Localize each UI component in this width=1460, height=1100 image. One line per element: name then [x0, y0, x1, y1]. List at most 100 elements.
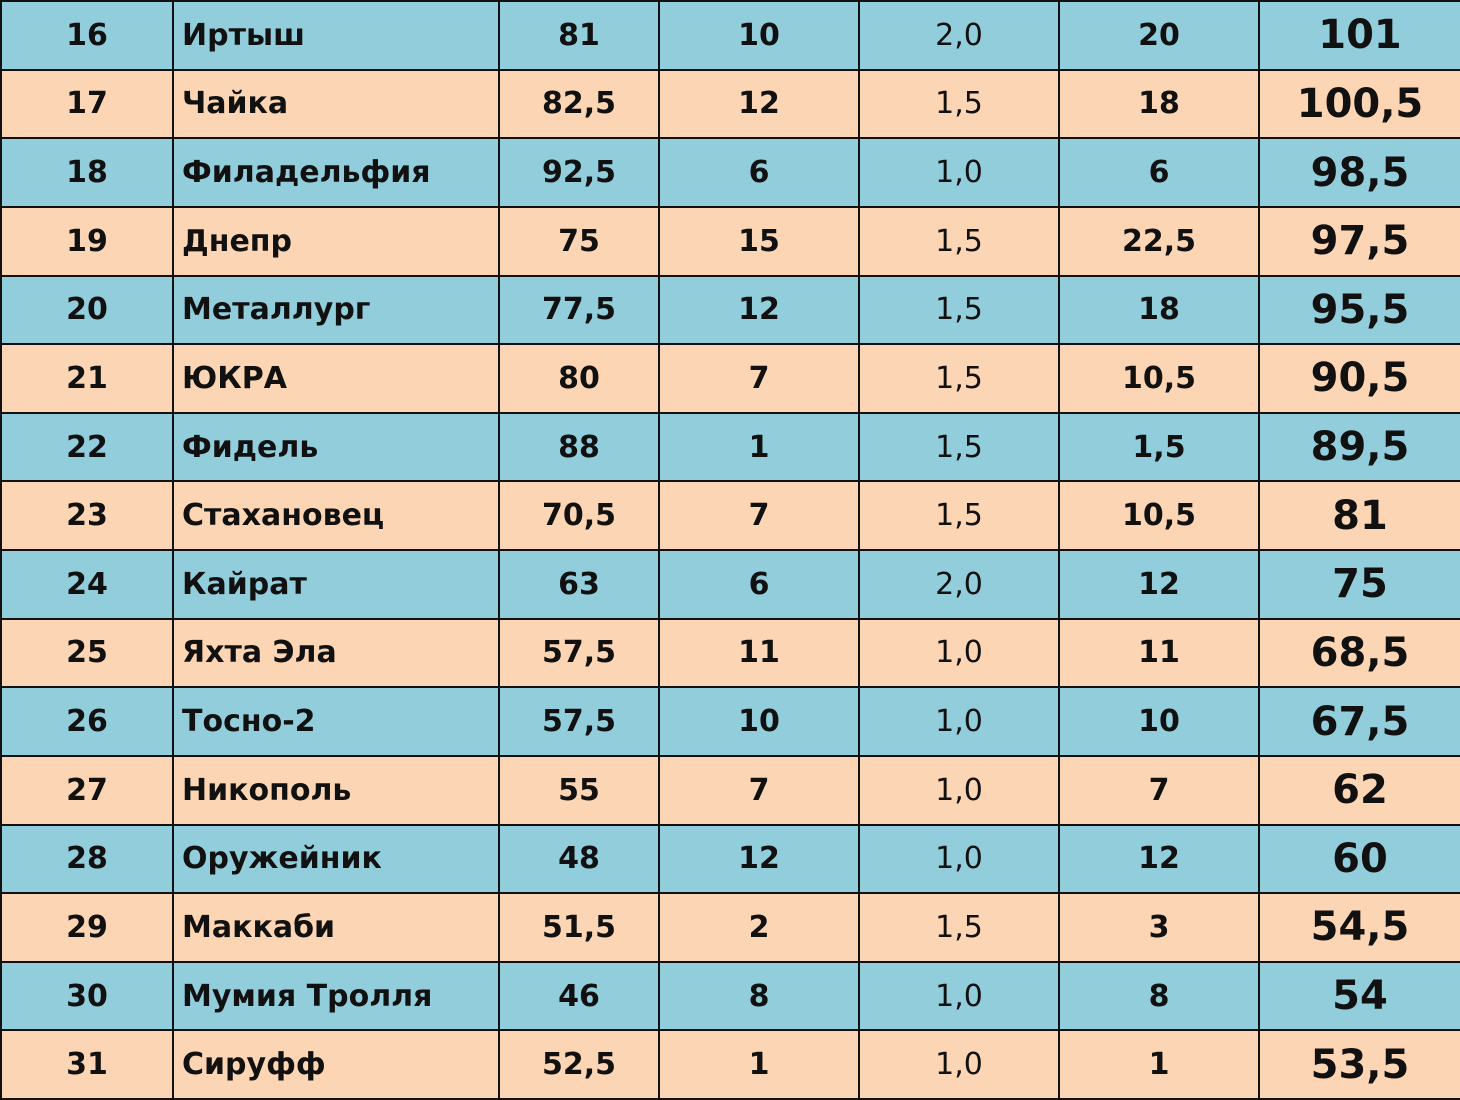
team-name: Днепр — [172, 205, 500, 277]
rank: 18 — [0, 137, 174, 208]
rank: 23 — [0, 480, 174, 551]
rank: 29 — [0, 892, 174, 963]
table-row: 23 Стахановец 70,5 7 1,5 10,5 81 — [0, 480, 1460, 551]
total: 62 — [1258, 754, 1460, 826]
score: 51,5 — [498, 892, 660, 963]
coefficient: 1,0 — [858, 617, 1060, 689]
bonus: 22,5 — [1058, 205, 1260, 277]
rank: 25 — [0, 617, 174, 689]
coefficient: 1,0 — [858, 960, 1060, 1032]
bonus: 11 — [1058, 617, 1260, 689]
team-name: Мумия Тролля — [172, 960, 500, 1032]
bonus: 12 — [1058, 549, 1260, 620]
bonus: 20 — [1058, 0, 1260, 71]
team-name: Маккаби — [172, 892, 500, 963]
table-row: 27 Никополь 55 7 1,0 7 62 — [0, 754, 1460, 826]
total: 95,5 — [1258, 274, 1460, 346]
table-row: 18 Филадельфия 92,5 6 1,0 6 98,5 — [0, 137, 1460, 208]
coefficient: 2,0 — [858, 0, 1060, 71]
rank: 24 — [0, 549, 174, 620]
total: 67,5 — [1258, 686, 1460, 757]
team-name: Иртыш — [172, 0, 500, 71]
score: 92,5 — [498, 137, 660, 208]
rank: 26 — [0, 686, 174, 757]
score: 77,5 — [498, 274, 660, 346]
total: 100,5 — [1258, 68, 1460, 140]
score: 48 — [498, 823, 660, 895]
count: 1 — [658, 1029, 860, 1100]
count: 7 — [658, 343, 860, 414]
rank: 28 — [0, 823, 174, 895]
total: 53,5 — [1258, 1029, 1460, 1100]
rank: 21 — [0, 343, 174, 414]
score: 46 — [498, 960, 660, 1032]
table-row: 26 Тосно-2 57,5 10 1,0 10 67,5 — [0, 686, 1460, 757]
rank: 31 — [0, 1029, 174, 1100]
bonus: 6 — [1058, 137, 1260, 208]
table-row: 21 ЮКРА 80 7 1,5 10,5 90,5 — [0, 343, 1460, 414]
rank: 17 — [0, 68, 174, 140]
team-name: ЮКРА — [172, 343, 500, 414]
team-name: Кайрат — [172, 549, 500, 620]
total: 68,5 — [1258, 617, 1460, 689]
coefficient: 1,5 — [858, 68, 1060, 140]
count: 10 — [658, 0, 860, 71]
team-name: Филадельфия — [172, 137, 500, 208]
table-row: 22 Фидель 88 1 1,5 1,5 89,5 — [0, 411, 1460, 483]
score: 63 — [498, 549, 660, 620]
count: 10 — [658, 686, 860, 757]
score: 70,5 — [498, 480, 660, 551]
table-row: 31 Сируфф 52,5 1 1,0 1 53,5 — [0, 1029, 1460, 1100]
bonus: 18 — [1058, 274, 1260, 346]
table-row: 19 Днепр 75 15 1,5 22,5 97,5 — [0, 205, 1460, 277]
score: 80 — [498, 343, 660, 414]
rank: 19 — [0, 205, 174, 277]
team-name: Стахановец — [172, 480, 500, 551]
count: 12 — [658, 68, 860, 140]
rank: 27 — [0, 754, 174, 826]
table-row: 17 Чайка 82,5 12 1,5 18 100,5 — [0, 68, 1460, 140]
total: 60 — [1258, 823, 1460, 895]
team-name: Оружейник — [172, 823, 500, 895]
count: 12 — [658, 274, 860, 346]
total: 101 — [1258, 0, 1460, 71]
total: 89,5 — [1258, 411, 1460, 483]
count: 8 — [658, 960, 860, 1032]
coefficient: 1,0 — [858, 686, 1060, 757]
count: 7 — [658, 754, 860, 826]
total: 54 — [1258, 960, 1460, 1032]
score: 81 — [498, 0, 660, 71]
count: 6 — [658, 549, 860, 620]
table-row: 28 Оружейник 48 12 1,0 12 60 — [0, 823, 1460, 895]
bonus: 8 — [1058, 960, 1260, 1032]
count: 7 — [658, 480, 860, 551]
team-name: Фидель — [172, 411, 500, 483]
count: 12 — [658, 823, 860, 895]
bonus: 1,5 — [1058, 411, 1260, 483]
score: 75 — [498, 205, 660, 277]
coefficient: 1,0 — [858, 1029, 1060, 1100]
rank: 20 — [0, 274, 174, 346]
score: 82,5 — [498, 68, 660, 140]
rank: 22 — [0, 411, 174, 483]
coefficient: 1,5 — [858, 411, 1060, 483]
score: 52,5 — [498, 1029, 660, 1100]
count: 11 — [658, 617, 860, 689]
total: 75 — [1258, 549, 1460, 620]
coefficient: 1,5 — [858, 480, 1060, 551]
team-name: Сируфф — [172, 1029, 500, 1100]
table-row: 24 Кайрат 63 6 2,0 12 75 — [0, 549, 1460, 620]
coefficient: 1,5 — [858, 205, 1060, 277]
count: 15 — [658, 205, 860, 277]
team-name: Никополь — [172, 754, 500, 826]
count: 1 — [658, 411, 860, 483]
rank: 30 — [0, 960, 174, 1032]
table-row: 16 Иртыш 81 10 2,0 20 101 — [0, 0, 1460, 71]
total: 97,5 — [1258, 205, 1460, 277]
bonus: 1 — [1058, 1029, 1260, 1100]
count: 2 — [658, 892, 860, 963]
coefficient: 2,0 — [858, 549, 1060, 620]
total: 90,5 — [1258, 343, 1460, 414]
coefficient: 1,5 — [858, 343, 1060, 414]
